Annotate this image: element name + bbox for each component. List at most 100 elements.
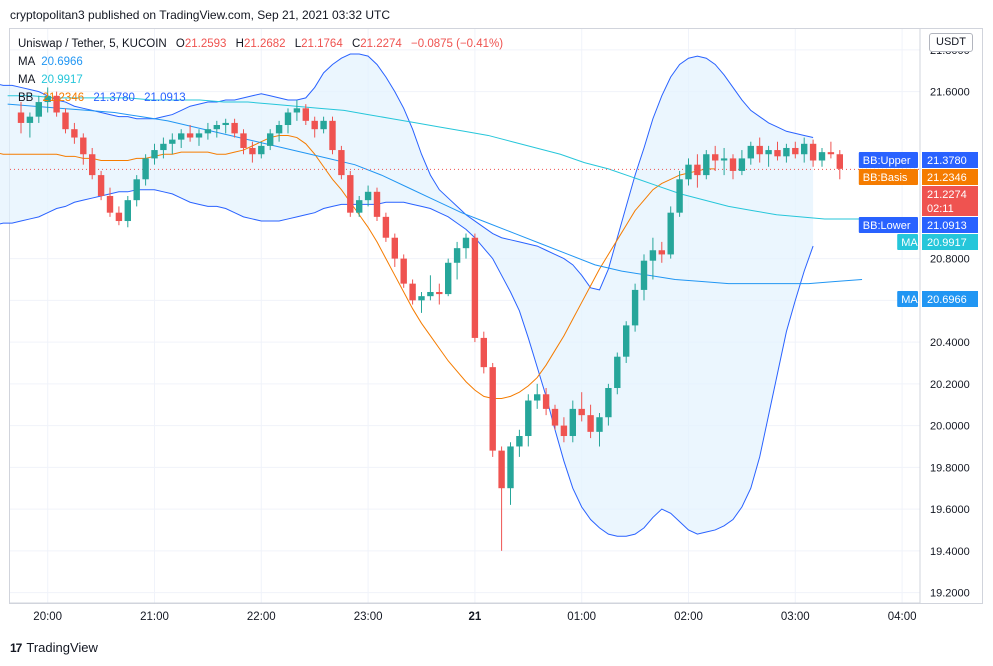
series-name-tag — [858, 217, 918, 233]
bb-lower-line — [0, 189, 814, 537]
candle-body — [53, 95, 60, 113]
candle-body — [382, 216, 390, 238]
candle-body — [801, 143, 808, 155]
candles — [17, 87, 843, 551]
candle-body — [338, 150, 345, 176]
tradingview-logo-icon: 17 — [10, 640, 22, 655]
candle-body — [614, 356, 621, 389]
candle-body — [409, 283, 416, 301]
candle-body — [284, 112, 292, 126]
candle-body — [240, 133, 247, 148]
close-label: C — [351, 38, 361, 50]
candle-body — [649, 250, 657, 261]
time-tick-label: 21 — [469, 611, 482, 623]
candle-body — [827, 152, 835, 155]
candle-body — [347, 175, 354, 213]
candle-body — [551, 408, 559, 426]
ma1-value: 20.6966 — [41, 56, 83, 68]
candle-body — [712, 154, 719, 161]
brand-name: TradingView — [26, 640, 98, 655]
candle-body — [213, 125, 220, 130]
footer-brand[interactable]: 17 TradingView — [10, 640, 98, 655]
candle-body — [756, 145, 763, 155]
candle-body — [169, 139, 176, 144]
candle-body — [569, 408, 576, 437]
candle-body — [498, 450, 505, 489]
candle-body — [578, 408, 585, 416]
ma2-row[interactable]: MA 20.9917 — [18, 71, 503, 89]
candle-body — [747, 145, 754, 159]
time-tick-label: 01:00 — [567, 611, 596, 623]
symbol-title[interactable]: Uniswap / Tether, 5, KUCOIN — [18, 38, 167, 50]
candle-body — [124, 200, 131, 222]
candle-body — [792, 147, 799, 155]
candle-body — [151, 150, 158, 159]
candle-body — [623, 325, 630, 357]
candle-body — [329, 120, 336, 151]
candle-body — [320, 120, 327, 130]
candle-body — [542, 394, 550, 409]
candle-body — [703, 154, 710, 176]
candle-body — [311, 120, 318, 130]
series-name-label: BB:Basis — [863, 172, 908, 184]
candle-body — [35, 102, 42, 117]
candle-body — [480, 337, 487, 368]
series-name-label: BB:Upper — [863, 155, 911, 167]
candle-body — [26, 116, 34, 123]
price-tick-label: 20.4000 — [930, 337, 970, 349]
price-value-label: 21.2346 — [927, 172, 967, 184]
candle-body — [71, 129, 78, 138]
candle-body — [587, 415, 594, 432]
candle-body — [142, 158, 149, 180]
candle-body — [178, 133, 185, 140]
bb-upper-line — [0, 53, 814, 291]
ma1-label: MA — [18, 56, 36, 68]
bb-upper-value: 21.3780 — [93, 92, 135, 104]
low-label: L — [294, 38, 302, 50]
ma2-label: MA — [18, 74, 36, 86]
candle-body — [738, 158, 746, 171]
series-name-tag — [897, 234, 918, 250]
candle-body — [80, 137, 87, 155]
candle-body — [133, 179, 140, 201]
candle-body — [186, 133, 194, 138]
currency-button[interactable]: USDT — [929, 33, 973, 52]
series-name-tag — [858, 169, 918, 185]
candle-body — [97, 175, 105, 196]
ohlc-row: Uniswap / Tether, 5, KUCOIN O21.2593 H21… — [18, 35, 503, 53]
price-value-tag — [922, 217, 978, 233]
price-value-tag — [922, 152, 978, 168]
price-value-label: 21.0913 — [927, 220, 967, 232]
candle-body — [418, 296, 425, 301]
candle-body — [560, 425, 568, 437]
time-tick-label: 21:00 — [140, 611, 169, 623]
time-tick-label: 20:00 — [33, 611, 62, 623]
candle-body — [115, 212, 123, 222]
series-name-label: MA — [901, 237, 918, 249]
price-value-label: 21.3780 — [927, 155, 967, 167]
candle-body — [400, 258, 407, 284]
candle-body — [275, 125, 283, 134]
price-value-tag — [922, 291, 978, 307]
ma1-row[interactable]: MA 20.6966 — [18, 53, 503, 71]
chart-grid — [10, 29, 920, 603]
open-label: O — [175, 38, 185, 50]
candle-body — [391, 237, 398, 259]
candle-body — [62, 112, 69, 130]
candle-body — [489, 367, 496, 451]
bb-row[interactable]: BB 21.2346 21.3780 21.0913 — [18, 89, 503, 107]
candle-body — [809, 143, 817, 161]
candle-body — [436, 291, 443, 295]
series-name-label: MA — [901, 294, 918, 306]
open-value: 21.2593 — [184, 38, 227, 50]
time-tick-label: 02:00 — [674, 611, 703, 623]
countdown-label: 02:11 — [927, 203, 954, 215]
bollinger-bands — [0, 53, 814, 537]
candle-body — [507, 446, 514, 489]
price-value-label: 20.6966 — [927, 294, 967, 306]
candle-body — [267, 133, 274, 146]
time-tick-label: 23:00 — [354, 611, 383, 623]
candle-body — [818, 152, 826, 161]
candle-body — [293, 108, 301, 113]
